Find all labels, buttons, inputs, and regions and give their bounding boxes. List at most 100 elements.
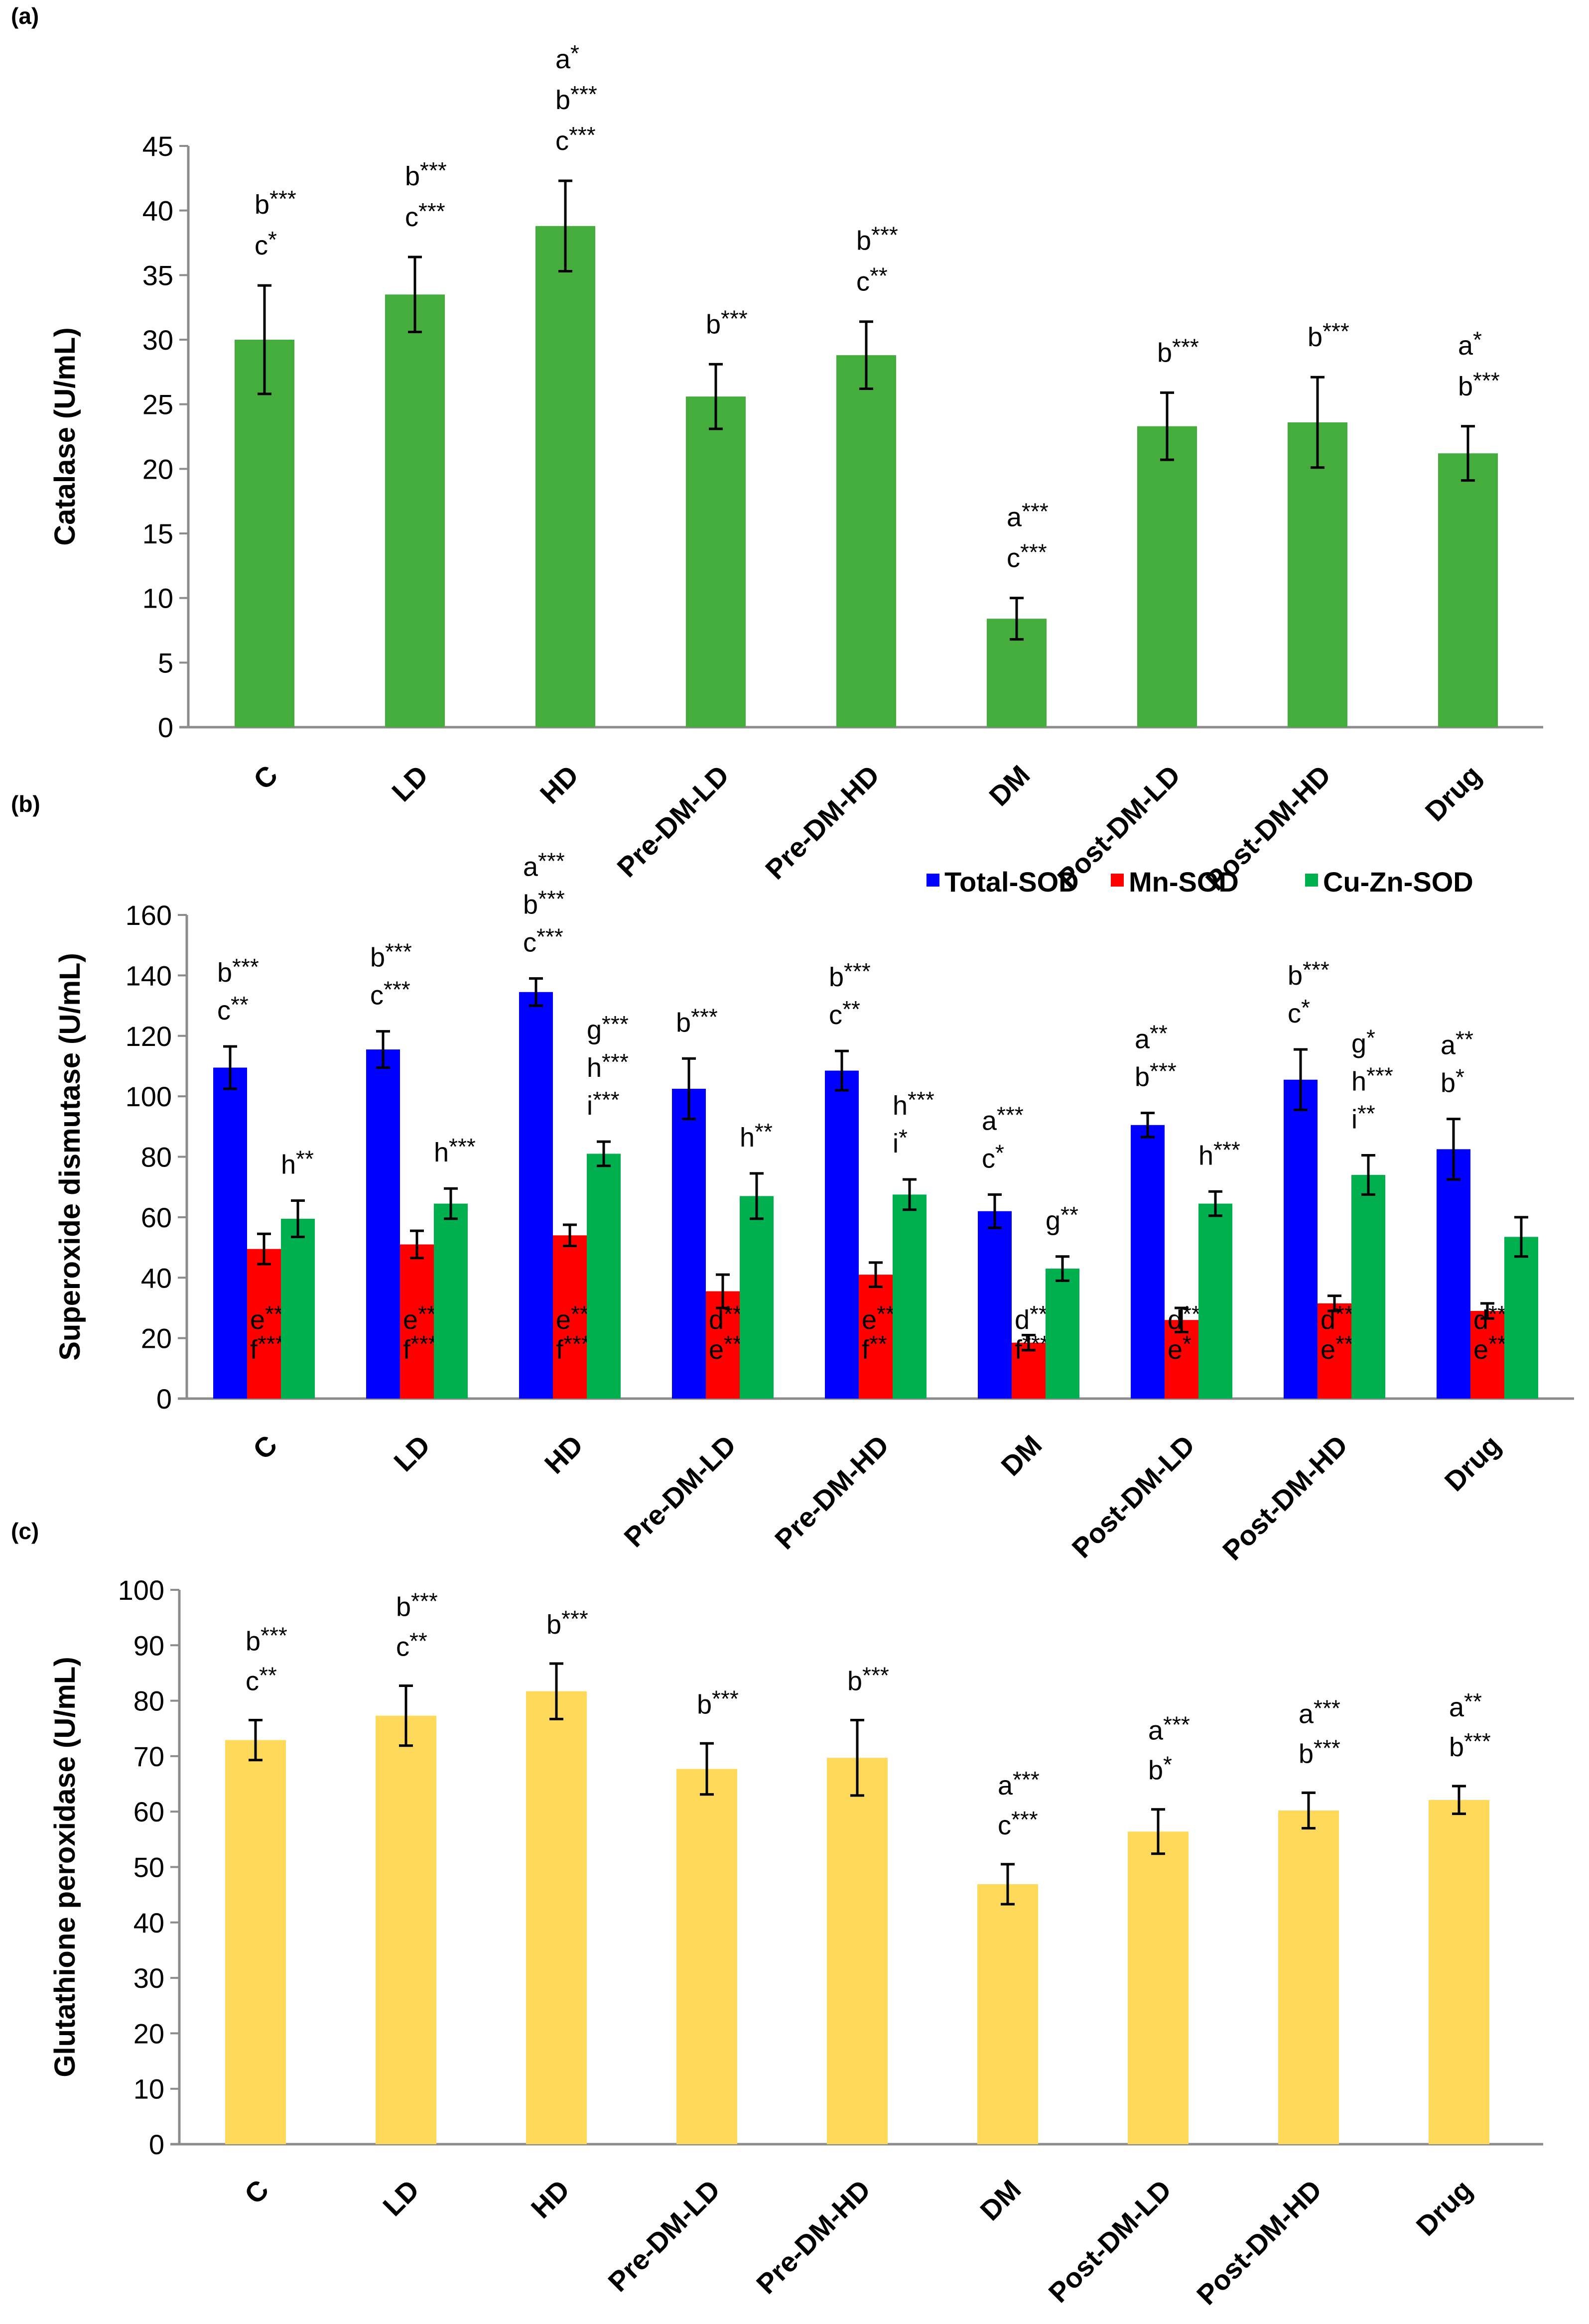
significance-label: c* bbox=[255, 227, 277, 260]
bar-total-sod bbox=[672, 1088, 706, 1399]
bar-total-sod bbox=[366, 1049, 400, 1399]
y-tick-label: 30 bbox=[133, 1962, 164, 1994]
significance-label: i** bbox=[1351, 1100, 1375, 1134]
bar-mn-sod bbox=[859, 1275, 893, 1399]
significance-label: f*** bbox=[250, 1331, 284, 1365]
significance-label: c* bbox=[982, 1140, 1004, 1173]
significance-label: c** bbox=[217, 992, 249, 1026]
y-axis-title: Glutathione peroxidase (U/mL) bbox=[49, 1657, 81, 2077]
significance-label: b*** bbox=[856, 222, 898, 256]
significance-label: d** bbox=[709, 1301, 742, 1335]
y-tick-label: 35 bbox=[142, 259, 173, 291]
y-tick-label: 80 bbox=[141, 1142, 172, 1173]
y-tick-label: 10 bbox=[133, 2073, 164, 2105]
y-tick-label: 0 bbox=[149, 2129, 164, 2160]
y-tick-label: 90 bbox=[133, 1630, 164, 1661]
significance-label: b*** bbox=[829, 958, 871, 992]
y-axis-title: Superoxide dismutase (U/mL) bbox=[54, 953, 86, 1361]
y-tick-label: 20 bbox=[141, 1323, 172, 1354]
bar-total-sod bbox=[1437, 1149, 1470, 1399]
significance-label: c** bbox=[829, 996, 860, 1030]
bar-total-sod bbox=[825, 1070, 859, 1399]
bar-total-sod bbox=[978, 1211, 1012, 1399]
x-tick-label: C bbox=[247, 759, 283, 795]
panel-label: (a) bbox=[11, 3, 39, 29]
significance-label: b*** bbox=[1157, 334, 1199, 368]
x-tick-label: Post-DM-LD bbox=[1065, 1429, 1200, 1564]
significance-label: b*** bbox=[676, 1004, 718, 1037]
panel-label: (c) bbox=[11, 1518, 39, 1544]
significance-label: b*** bbox=[706, 305, 748, 339]
y-tick-label: 50 bbox=[133, 1852, 164, 1883]
significance-label: h** bbox=[740, 1119, 773, 1153]
y-tick-label: 5 bbox=[158, 647, 173, 678]
x-tick-label: Pre-DM-LD bbox=[618, 1429, 742, 1553]
bar bbox=[836, 355, 896, 727]
bar-cu-zn-sod bbox=[281, 1218, 315, 1399]
significance-label: a** bbox=[1441, 1027, 1473, 1060]
bar-cu-zn-sod bbox=[1504, 1237, 1538, 1399]
y-tick-label: 30 bbox=[142, 324, 173, 356]
bar bbox=[1278, 1810, 1339, 2144]
x-tick-label: Drug bbox=[1419, 759, 1487, 827]
bar-mn-sod bbox=[553, 1235, 587, 1399]
significance-label: h*** bbox=[1351, 1062, 1393, 1096]
bar bbox=[385, 294, 445, 727]
significance-label: f** bbox=[862, 1331, 887, 1365]
bar-mn-sod bbox=[247, 1249, 281, 1399]
significance-label: a* bbox=[1458, 327, 1482, 361]
bar-cu-zn-sod bbox=[1046, 1269, 1079, 1399]
significance-label: a*** bbox=[998, 1767, 1040, 1801]
x-tick-label: HD bbox=[534, 759, 585, 810]
significance-label: b* bbox=[1148, 1752, 1172, 1786]
significance-label: b*** bbox=[523, 886, 565, 919]
y-tick-label: 10 bbox=[142, 583, 173, 614]
x-tick-label: HD bbox=[525, 2174, 576, 2224]
significance-label: b*** bbox=[246, 1623, 287, 1657]
bar-cu-zn-sod bbox=[587, 1154, 621, 1399]
significance-label: b*** bbox=[546, 1606, 588, 1640]
bar bbox=[235, 340, 294, 727]
bar bbox=[526, 1691, 587, 2144]
significance-label: a*** bbox=[1148, 1712, 1190, 1746]
significance-label: h** bbox=[281, 1146, 314, 1179]
significance-label: b*** bbox=[1135, 1058, 1177, 1092]
bar-total-sod bbox=[1131, 1125, 1165, 1399]
bar bbox=[1438, 453, 1498, 727]
significance-label: e* bbox=[1168, 1331, 1192, 1365]
y-tick-label: 40 bbox=[133, 1907, 164, 1938]
legend-swatch bbox=[927, 874, 939, 887]
y-axis-title: Catalase (U/mL) bbox=[49, 327, 81, 545]
x-tick-label: Pre-DM-LD bbox=[602, 2174, 726, 2298]
x-tick-label: LD bbox=[388, 1429, 436, 1477]
legend-label: Cu-Zn-SOD bbox=[1323, 866, 1473, 898]
bar bbox=[535, 226, 595, 728]
legend-swatch bbox=[1111, 874, 1124, 887]
significance-label: c** bbox=[856, 263, 888, 297]
significance-label: c*** bbox=[370, 977, 410, 1011]
panel-label: (b) bbox=[11, 791, 40, 817]
x-tick-label: Pre-DM-LD bbox=[611, 759, 735, 883]
x-tick-label: HD bbox=[538, 1429, 589, 1480]
significance-label: b*** bbox=[396, 1588, 438, 1622]
significance-label: b*** bbox=[1458, 368, 1500, 401]
significance-label: b*** bbox=[217, 954, 259, 988]
y-tick-label: 40 bbox=[141, 1262, 172, 1293]
significance-label: a*** bbox=[982, 1102, 1024, 1136]
y-tick-label: 70 bbox=[133, 1741, 164, 1772]
significance-label: c*** bbox=[523, 923, 563, 957]
y-tick-label: 45 bbox=[142, 130, 173, 162]
significance-label: a* bbox=[555, 40, 579, 74]
x-tick-label: C bbox=[247, 1429, 283, 1465]
significance-label: h*** bbox=[587, 1049, 629, 1083]
significance-label: c* bbox=[1288, 995, 1310, 1029]
y-tick-label: 120 bbox=[126, 1021, 172, 1052]
significance-label: c*** bbox=[1007, 539, 1047, 573]
bar bbox=[676, 1769, 737, 2144]
y-tick-label: 25 bbox=[142, 389, 173, 420]
y-tick-label: 100 bbox=[126, 1081, 172, 1112]
significance-label: b*** bbox=[255, 186, 296, 220]
x-tick-label: Pre-DM-HD bbox=[769, 1429, 895, 1555]
legend-label: Mn-SOD bbox=[1129, 866, 1239, 898]
y-tick-label: 160 bbox=[126, 900, 172, 931]
